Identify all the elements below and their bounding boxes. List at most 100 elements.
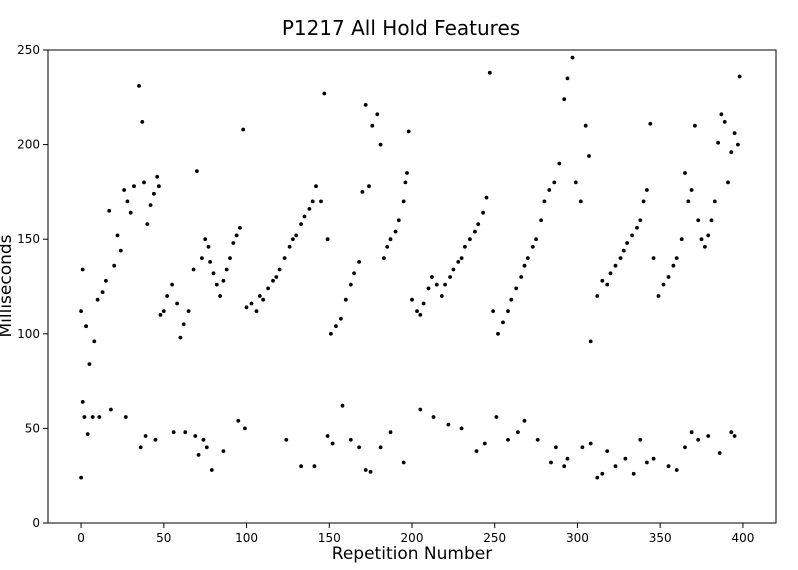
data-point — [699, 237, 704, 242]
data-point — [418, 407, 423, 412]
data-point — [686, 199, 691, 204]
data-point — [122, 188, 126, 192]
data-point — [340, 403, 345, 408]
data-point — [689, 430, 694, 435]
data-point — [484, 195, 489, 200]
data-point — [645, 460, 649, 465]
chart-title: P1217 All Hold Features — [282, 16, 520, 40]
data-point — [352, 271, 356, 276]
data-point — [261, 297, 265, 302]
data-point — [542, 199, 547, 204]
data-point — [266, 286, 270, 291]
data-point — [719, 112, 724, 117]
data-point — [689, 188, 694, 192]
data-point — [181, 322, 186, 327]
data-point — [706, 434, 711, 438]
x-tick-label: 400 — [731, 531, 754, 545]
data-point — [522, 263, 527, 268]
data-point — [357, 445, 361, 450]
data-point — [473, 229, 477, 234]
data-point — [112, 263, 117, 268]
data-point — [109, 407, 113, 412]
data-point — [468, 237, 472, 242]
data-point — [716, 140, 720, 145]
data-point — [703, 244, 707, 249]
data-point — [712, 199, 717, 204]
data-point — [79, 475, 83, 480]
data-point — [403, 180, 408, 185]
x-tick-label: 150 — [318, 531, 341, 545]
y-tick-label: 100 — [17, 327, 40, 341]
plot-frame — [47, 49, 777, 524]
data-point — [600, 471, 605, 476]
data-point — [128, 210, 133, 215]
data-point — [656, 294, 661, 298]
x-tick-label: 200 — [401, 531, 424, 545]
data-point — [648, 121, 653, 126]
data-point — [666, 464, 671, 469]
data-point — [291, 237, 295, 242]
x-tick-label: 50 — [156, 531, 171, 545]
data-point — [696, 437, 701, 442]
data-point — [367, 184, 371, 189]
data-point — [726, 180, 730, 185]
data-point — [674, 468, 679, 472]
x-tick-label: 100 — [235, 531, 258, 545]
data-point — [118, 248, 123, 253]
data-point — [514, 286, 519, 291]
data-point — [661, 282, 666, 287]
data-point — [613, 263, 618, 268]
data-point — [97, 415, 102, 419]
data-point — [583, 123, 588, 128]
data-point — [434, 282, 439, 287]
data-point — [200, 256, 204, 260]
data-point — [605, 449, 610, 453]
data-point — [145, 222, 150, 227]
data-point — [211, 271, 216, 276]
data-point — [284, 437, 289, 442]
data-point — [406, 129, 411, 134]
data-point — [439, 294, 444, 298]
data-point — [193, 434, 198, 438]
data-point — [165, 294, 170, 298]
data-point — [171, 430, 176, 435]
data-point — [638, 437, 643, 442]
data-point — [562, 97, 567, 102]
data-point — [307, 207, 312, 211]
data-point — [339, 316, 343, 321]
data-point — [666, 275, 671, 279]
data-point — [641, 199, 646, 204]
data-point — [587, 154, 591, 158]
data-point — [578, 199, 583, 204]
data-point — [683, 445, 687, 450]
data-point — [378, 142, 383, 147]
data-point — [549, 460, 553, 465]
data-point — [143, 434, 148, 438]
data-point — [125, 199, 130, 204]
data-point — [378, 445, 383, 450]
data-point — [674, 256, 679, 260]
data-point — [506, 309, 510, 313]
data-point — [418, 313, 423, 317]
data-point — [496, 331, 500, 336]
data-point — [234, 233, 239, 238]
data-point — [729, 150, 734, 155]
data-point — [535, 437, 540, 442]
x-tick-label: 350 — [649, 531, 672, 545]
data-point — [709, 218, 714, 223]
data-point — [85, 432, 90, 436]
y-tick-label: 50 — [25, 421, 40, 435]
data-point — [138, 445, 143, 450]
data-point — [625, 241, 629, 245]
data-point — [107, 208, 112, 213]
y-tick-label: 150 — [17, 232, 40, 246]
data-point — [90, 415, 95, 419]
data-point — [446, 422, 451, 427]
data-point — [737, 74, 742, 79]
data-point — [148, 203, 153, 208]
data-point — [431, 415, 436, 419]
data-point — [459, 426, 464, 431]
data-point — [322, 91, 327, 96]
data-point — [299, 222, 303, 227]
